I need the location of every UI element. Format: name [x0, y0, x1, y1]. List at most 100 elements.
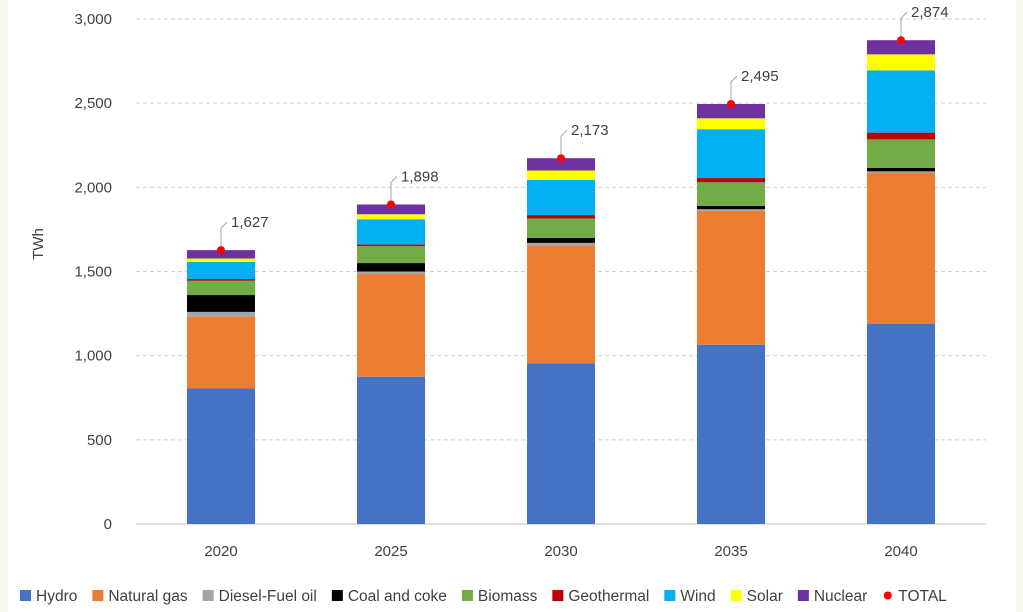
legend-item: Natural gas: [92, 588, 188, 605]
total-leader-line: [560, 129, 568, 159]
total-marker: [557, 154, 565, 163]
bar-segment-natural-gas: [357, 274, 425, 377]
legend-swatch: [20, 590, 31, 601]
bar-segment-hydro: [357, 376, 425, 524]
legend-swatch: [552, 590, 564, 601]
total-marker: [897, 36, 905, 45]
bar-segment-nuclear: [867, 40, 935, 55]
bar-segment-diesel-fuel-oil: [187, 311, 255, 317]
legend: Hydro Natural gas Diesel-Fuel oil Coal and …: [20, 588, 947, 605]
legend-item: Nuclear: [797, 588, 867, 605]
bar-segment-natural-gas: [867, 173, 935, 324]
bar-segment-diesel-fuel-oil: [527, 242, 595, 246]
total-leader-line: [900, 11, 908, 41]
y-axis-label: TWh: [30, 228, 47, 260]
bar-segment-wind: [357, 219, 425, 245]
y-tick-label: 500: [87, 432, 112, 449]
bar-segment-solar: [867, 54, 935, 71]
legend-swatch: [92, 590, 104, 601]
bar-segment-wind: [187, 261, 255, 280]
total-marker: [217, 246, 225, 255]
legend-label: Nuclear: [814, 588, 867, 605]
legend-label: Solar: [747, 588, 783, 605]
legend-swatch: [883, 591, 892, 600]
bar-segment-wind: [867, 70, 935, 133]
bar-segment-solar: [697, 118, 765, 130]
legend-item: Hydro: [20, 588, 77, 605]
bar-segment-natural-gas: [187, 316, 255, 389]
bar-segment-geothermal: [527, 215, 595, 219]
bar-segment-biomass: [697, 182, 765, 206]
legend-swatch: [664, 590, 676, 601]
bar-segment-solar: [187, 258, 255, 262]
total-leader-line: [220, 221, 228, 251]
total-data-label: 2,874: [911, 4, 949, 21]
bar-segment-hydro: [697, 344, 765, 524]
total-data-label: 2,173: [571, 122, 609, 139]
bar-segment-solar: [357, 214, 425, 220]
bar-segment-hydro: [867, 323, 935, 524]
y-tick-label: 2,000: [74, 179, 112, 196]
bar-segment-geothermal: [697, 178, 765, 183]
bar-segment-nuclear: [527, 158, 595, 171]
legend-label: Geothermal: [568, 588, 649, 605]
bar-segment-diesel-fuel-oil: [697, 209, 765, 211]
legend-label: Diesel-Fuel oil: [219, 588, 317, 605]
bar-segment-hydro: [187, 388, 255, 524]
bar-segment-diesel-fuel-oil: [867, 171, 935, 174]
y-tick-label: 0: [104, 516, 112, 533]
bar-segment-geothermal: [867, 132, 935, 140]
total-marker: [387, 200, 395, 209]
legend-swatch: [730, 590, 742, 601]
total-leader-line: [390, 176, 398, 205]
legend-swatch: [331, 590, 343, 601]
bar-segment-coal-and-coke: [357, 263, 425, 272]
total-marker: [727, 100, 735, 109]
legend-label: Hydro: [36, 588, 77, 605]
bar-segment-wind: [527, 179, 595, 216]
total-data-label: 1,898: [401, 169, 439, 186]
legend-swatch: [202, 590, 214, 601]
legend-swatch: [461, 590, 473, 601]
bar-segment-nuclear: [697, 104, 765, 119]
bar-segment-nuclear: [187, 250, 255, 259]
bar-segment-wind: [697, 129, 765, 179]
bar-segment-diesel-fuel-oil: [357, 271, 425, 275]
bar-segment-geothermal: [187, 279, 255, 281]
legend-swatch: [797, 590, 809, 601]
legend-label: Wind: [680, 588, 715, 605]
legend-item: Coal and coke: [331, 588, 447, 605]
bar-segment-biomass: [527, 218, 595, 238]
bar-segment-solar: [527, 170, 595, 180]
bar-segment-natural-gas: [527, 245, 595, 364]
bar-segment-coal-and-coke: [187, 295, 255, 312]
bar-segment-biomass: [867, 139, 935, 168]
legend-item: Solar: [730, 588, 783, 605]
total-data-label: 2,495: [741, 68, 779, 85]
bar-segment-coal-and-coke: [867, 167, 935, 172]
stacked-bar-chart: 0 500 1,000 1,500 2,000 2,500 3,000 TWh 2020 1,62…: [20, 4, 986, 605]
x-tick-label: 2025: [374, 543, 407, 560]
legend-item: TOTAL: [883, 588, 947, 605]
x-tick-label: 2040: [884, 543, 917, 560]
legend-item: Wind: [664, 588, 716, 605]
x-tick-label: 2020: [204, 543, 237, 560]
y-tick-label: 3,000: [74, 11, 112, 28]
legend-item: Geothermal: [552, 588, 649, 605]
legend-label: Biomass: [478, 588, 538, 605]
legend-item: Diesel-Fuel oil: [202, 588, 317, 605]
x-tick-label: 2030: [544, 543, 577, 560]
x-tick-label: 2035: [714, 543, 747, 560]
total-data-label: 1,627: [231, 214, 269, 231]
y-tick-label: 1,500: [74, 264, 112, 281]
bar-segment-coal-and-coke: [697, 205, 765, 210]
bar-segment-geothermal: [357, 244, 425, 247]
y-tick-label: 2,500: [74, 95, 112, 112]
bar-segment-nuclear: [357, 204, 425, 215]
legend-item: Biomass: [461, 588, 538, 605]
bar-segment-coal-and-coke: [527, 237, 595, 243]
bar-segment-biomass: [357, 246, 425, 264]
bar-segment-hydro: [527, 363, 595, 524]
bar-segment-natural-gas: [697, 210, 765, 345]
legend-label: Coal and coke: [348, 588, 447, 605]
